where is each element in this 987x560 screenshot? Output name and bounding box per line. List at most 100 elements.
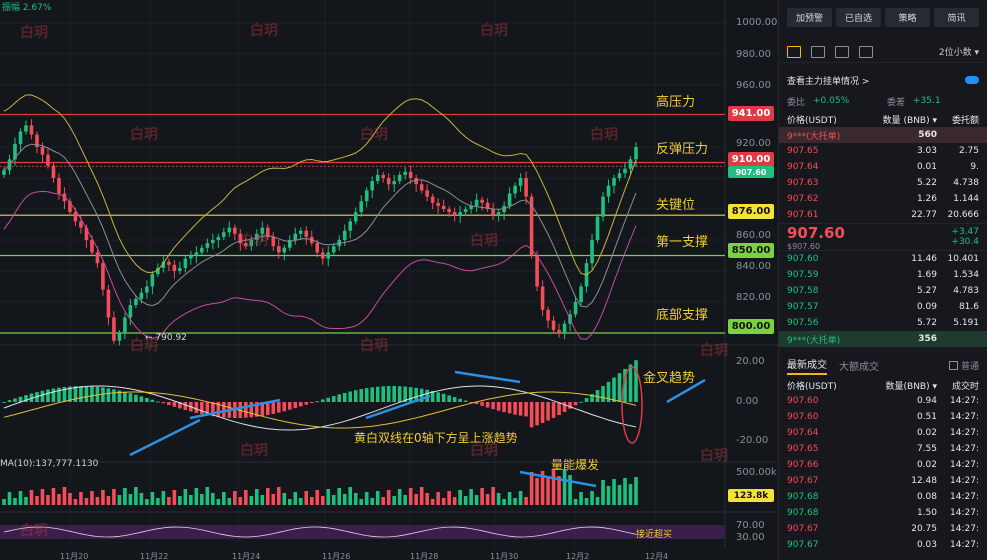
macd-bar (249, 402, 254, 418)
candle-body (90, 240, 94, 253)
bid-row[interactable]: 907.59 1.69 1.534 (779, 267, 987, 283)
volume-bar (249, 496, 254, 505)
volume-bar (463, 496, 468, 505)
diff-label: 委差 (887, 97, 906, 108)
volume-bar (265, 488, 270, 505)
ask-row[interactable]: 907.61 22.77 20.666 (779, 207, 987, 223)
candle-body (469, 205, 473, 209)
volume-bar (430, 499, 435, 505)
bid-row-qty: 0.09 (916, 302, 937, 312)
tab-latest-trades[interactable]: 最新成交 (787, 356, 827, 375)
macd-bar (211, 402, 215, 417)
book-asks-icon[interactable] (835, 45, 849, 58)
main-orders-link[interactable]: 查看主力挂单情况 > (787, 76, 870, 87)
candle-body (51, 165, 56, 178)
main-orders-toggle[interactable] (965, 76, 979, 84)
trade-row-time: 14:27: (950, 460, 979, 470)
volume-bar (441, 498, 446, 505)
candle-body (139, 292, 144, 299)
volume-bar (595, 497, 600, 505)
ask-row-price: 907.61 (787, 210, 819, 220)
book-chart-icon[interactable] (859, 45, 873, 58)
volume-bar (331, 495, 336, 505)
volume-bar (458, 490, 462, 505)
bid-row[interactable]: 907.56 5.72 5.191 (779, 315, 987, 331)
trade-row[interactable]: 907.60 0.94 14:27: (779, 393, 987, 409)
volume-bar (447, 491, 451, 505)
decimals-select[interactable]: 2位小数 ▾ (938, 48, 979, 58)
strategy-button[interactable]: 策略 (885, 8, 930, 27)
volume-bar (628, 484, 633, 505)
last-price: 907.60 (787, 223, 845, 242)
trade-row[interactable]: 907.67 12.48 14:27: (779, 473, 987, 489)
low-price-marker: ← 790.92 (145, 333, 187, 343)
macd-bar (441, 393, 446, 402)
candle-body (430, 196, 435, 203)
bid-row[interactable]: 907.58 5.27 4.783 (779, 283, 987, 299)
big-ask-row[interactable]: 9***(大托单) 560 (779, 127, 987, 143)
macd-bar (156, 401, 160, 403)
big-bid-row[interactable]: 9***(大托单) 356 (779, 331, 987, 347)
ordinary-checkbox[interactable] (948, 360, 958, 370)
bid-row-qty: 5.72 (916, 318, 937, 328)
trade-row[interactable]: 907.64 0.02 14:27: (779, 425, 987, 441)
candle-body (156, 267, 160, 275)
trade-row[interactable]: 907.65 7.55 14:27: (779, 441, 987, 457)
ask-row-qty: 0.01 (916, 162, 937, 172)
overbought-annotation: 接近超买 (636, 530, 673, 540)
macd-bar (106, 388, 111, 402)
trade-row[interactable]: 907.66 0.02 14:27: (779, 457, 987, 473)
volume-bar (601, 480, 605, 505)
volume-bar (474, 495, 479, 505)
chart-canvas[interactable] (0, 0, 778, 560)
big-bid-qty: 356 (918, 334, 937, 344)
volume-bar (51, 488, 56, 505)
volume-bar (161, 491, 166, 505)
volume-bar (606, 486, 611, 505)
ask-row[interactable]: 907.63 5.22 4.738 (779, 175, 987, 191)
trade-qty-header[interactable]: 数量(BNB) ▾ (885, 381, 937, 392)
volume-bar (359, 499, 364, 505)
big-bid-name: 9***(大托单) (787, 335, 841, 346)
candle-body (606, 185, 611, 197)
candle-body (463, 209, 468, 213)
trade-row[interactable]: 907.68 0.08 14:27: (779, 489, 987, 505)
bid-row-qty: 5.27 (916, 286, 937, 296)
ask-row[interactable]: 907.65 3.03 2.75 (779, 143, 987, 159)
volume-bar (529, 472, 534, 505)
news-button[interactable]: 简讯 (934, 8, 979, 27)
volume-bar (524, 497, 528, 505)
annotation-arrow (365, 394, 431, 420)
book-bids-icon[interactable] (811, 45, 825, 58)
macd-bar (386, 386, 391, 402)
macd-axis-label: 0.00 (736, 396, 759, 407)
volume-bar (244, 490, 248, 505)
watchlist-button[interactable]: 已自选 (836, 8, 881, 27)
candle-body (260, 227, 265, 234)
trade-row[interactable]: 907.67 0.03 14:27: (779, 537, 987, 553)
trade-row[interactable]: 907.68 1.50 14:27: (779, 505, 987, 521)
qty-header[interactable]: 数量 (BNB) ▾ (882, 115, 937, 126)
macd-bar (551, 402, 556, 418)
bid-row[interactable]: 907.57 0.09 81.6 (779, 299, 987, 315)
ask-row[interactable]: 907.62 1.26 1.144 (779, 191, 987, 207)
macd-bar (276, 402, 281, 413)
last-price-usd: $907.60 (787, 241, 821, 251)
candlestick-chart[interactable]: 振幅 2.67% 1000.00 980.00 960.00 920.00 86… (0, 0, 778, 560)
macd-bar (485, 402, 490, 408)
candle-body (117, 333, 122, 341)
macd-bar (145, 397, 149, 402)
ask-row[interactable]: 907.64 0.01 9. (779, 159, 987, 175)
candle-body (447, 209, 451, 213)
macd-bar (447, 395, 451, 402)
trade-row[interactable]: 907.67 20.75 14:27: (779, 521, 987, 537)
tab-large-trades[interactable]: 大额成交 (839, 361, 879, 373)
trade-row[interactable]: 907.60 0.51 14:27: (779, 409, 987, 425)
candle-body (518, 178, 523, 186)
macd-bar (128, 393, 133, 402)
candle-body (595, 216, 600, 240)
add-alert-button[interactable]: 加预警 (787, 8, 832, 27)
book-both-icon[interactable] (787, 45, 801, 58)
volume-bar (326, 489, 331, 505)
bid-row[interactable]: 907.60 11.46 10.401 (779, 251, 987, 267)
